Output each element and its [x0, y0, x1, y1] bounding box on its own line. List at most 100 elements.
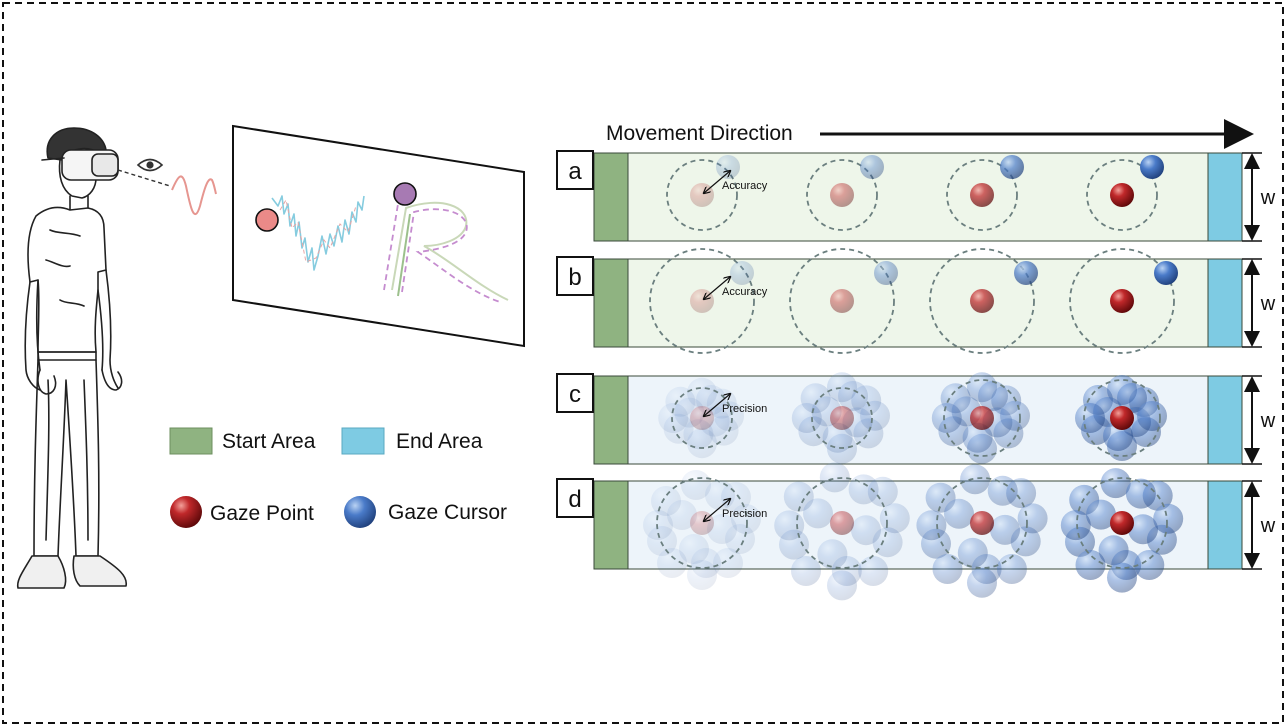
- start-area: [593, 258, 629, 348]
- gaze-point: [690, 183, 714, 207]
- gaze-cursor-sample: [667, 500, 697, 530]
- gaze-cursor-sample: [960, 464, 991, 495]
- vr-user-illustration: [16, 127, 127, 589]
- panel-b: b w Accuracy: [556, 248, 1276, 354]
- gaze-point-dot: [255, 208, 279, 232]
- gaze-cursor-sample: [658, 403, 689, 433]
- gaze-cursor-sample: [687, 560, 717, 590]
- target-ring: [1086, 159, 1158, 231]
- gaze-point: [830, 289, 854, 313]
- gaze-cursor-sample: [803, 498, 833, 529]
- gaze-cursor-sample: [848, 474, 879, 505]
- gaze-cursor-sample: [791, 556, 821, 586]
- gaze-station: [789, 248, 898, 354]
- gaze-signal-wave: [171, 175, 217, 215]
- gaze-cursor-sample: [1060, 510, 1091, 541]
- target-ring: [936, 477, 1028, 569]
- target-ring: [649, 248, 755, 354]
- target-ring: [789, 248, 895, 354]
- gaze-cursor-sample: [679, 534, 709, 564]
- gaze-cursor-sample: [791, 403, 822, 433]
- movement-direction-label: Movement Direction: [606, 122, 793, 145]
- gaze-point: [970, 406, 994, 430]
- gaze-cursor-sample: [657, 548, 687, 578]
- double-arrow-icon: [704, 499, 730, 521]
- panels-group: a w Accuracy b w Accuracy c w Precision d w Precisi…: [556, 150, 1276, 601]
- gaze-cursor-sample: [987, 475, 1018, 506]
- target-ring: [656, 477, 748, 569]
- gaze-station: [1069, 248, 1178, 354]
- gaze-cursor-sample: [1117, 383, 1147, 413]
- gaze-station: [806, 155, 884, 231]
- gaze-cursor-sample: [851, 515, 881, 546]
- gaze-point: [830, 406, 854, 430]
- gaze-station: [1086, 155, 1164, 231]
- target-ring: [806, 159, 878, 231]
- gaze-cursor-sample: [1086, 499, 1116, 530]
- gaze-cursor-sample: [931, 403, 962, 433]
- gaze-cursor-sample: [996, 554, 1027, 584]
- gaze-cursor-sample: [1107, 562, 1137, 593]
- gaze-cursor-sample: [1125, 478, 1156, 509]
- gaze-cursor-sample: [1075, 550, 1106, 580]
- gaze-cursor-sample: [957, 537, 988, 568]
- gaze-line: [117, 169, 171, 187]
- width-label: w: [1260, 515, 1276, 537]
- target-ring: [666, 159, 738, 231]
- gaze-cursor-sample: [962, 422, 993, 453]
- panel-letter: b: [568, 264, 581, 291]
- gaze-station: [931, 372, 1030, 464]
- gaze-cursor-sample: [990, 514, 1020, 545]
- gaze-cursor: [1000, 155, 1024, 179]
- gaze-cursor-sample: [944, 498, 974, 529]
- annotation-label: Accuracy: [722, 286, 768, 298]
- gaze-cursor-sample: [822, 422, 853, 453]
- gaze-cursor-sample: [731, 504, 761, 534]
- end-area: [1207, 258, 1243, 348]
- gaze-cursor-sample: [827, 570, 857, 601]
- gaze-station: [946, 155, 1024, 231]
- gaze-cursor: [1014, 261, 1038, 285]
- gaze-cursor-sample: [705, 480, 735, 510]
- gaze-cursor-sample: [1017, 503, 1048, 534]
- legend-end-label: End Area: [396, 430, 483, 453]
- width-label: w: [1260, 410, 1276, 432]
- gaze-cursor-sample: [879, 503, 910, 534]
- legend-gaze-cursor-icon: [344, 496, 376, 528]
- legend-start-label: Start Area: [222, 430, 316, 453]
- gaze-cursor-sample: [858, 556, 889, 586]
- gaze-cursor-sample: [817, 539, 848, 570]
- gaze-point: [970, 511, 994, 535]
- start-area: [593, 480, 629, 570]
- gaze-station: Precision: [658, 377, 767, 459]
- legend: Start Area End Area Gaze Point Gaze Curs…: [169, 427, 507, 528]
- gaze-cursor-sample: [819, 462, 850, 493]
- gaze-station: [791, 372, 890, 464]
- start-area: [593, 375, 629, 465]
- gaze-cursor: [1140, 155, 1164, 179]
- panel-a: a w Accuracy: [556, 150, 1276, 242]
- gaze-cursor: [716, 155, 740, 179]
- gaze-point: [1110, 511, 1134, 535]
- target-ring: [946, 159, 1018, 231]
- panel-letter-box: [556, 478, 594, 518]
- target-ring: [811, 387, 873, 449]
- gaze-point: [1110, 183, 1134, 207]
- gaze-cursor-sample: [1153, 503, 1184, 534]
- panel-d: d w Precision: [556, 462, 1276, 601]
- gaze-point: [690, 406, 714, 430]
- gaze-station: [929, 248, 1038, 354]
- gaze-cursor-sample: [1000, 400, 1030, 431]
- gaze-cursor-sample: [1128, 514, 1158, 545]
- gaze-cursor: [1154, 261, 1178, 285]
- gaze-cursor-sample: [860, 400, 890, 431]
- gaze-point: [1110, 289, 1134, 313]
- panel-c: c w Precision: [556, 372, 1276, 465]
- gaze-cursor-sample: [681, 470, 711, 500]
- gaze-cursor: [730, 261, 754, 285]
- gaze-point: [830, 511, 854, 535]
- gaze-point: [970, 183, 994, 207]
- legend-start-swatch: [169, 427, 213, 455]
- gaze-point: [1110, 406, 1134, 430]
- panel-letter-box: [556, 256, 594, 296]
